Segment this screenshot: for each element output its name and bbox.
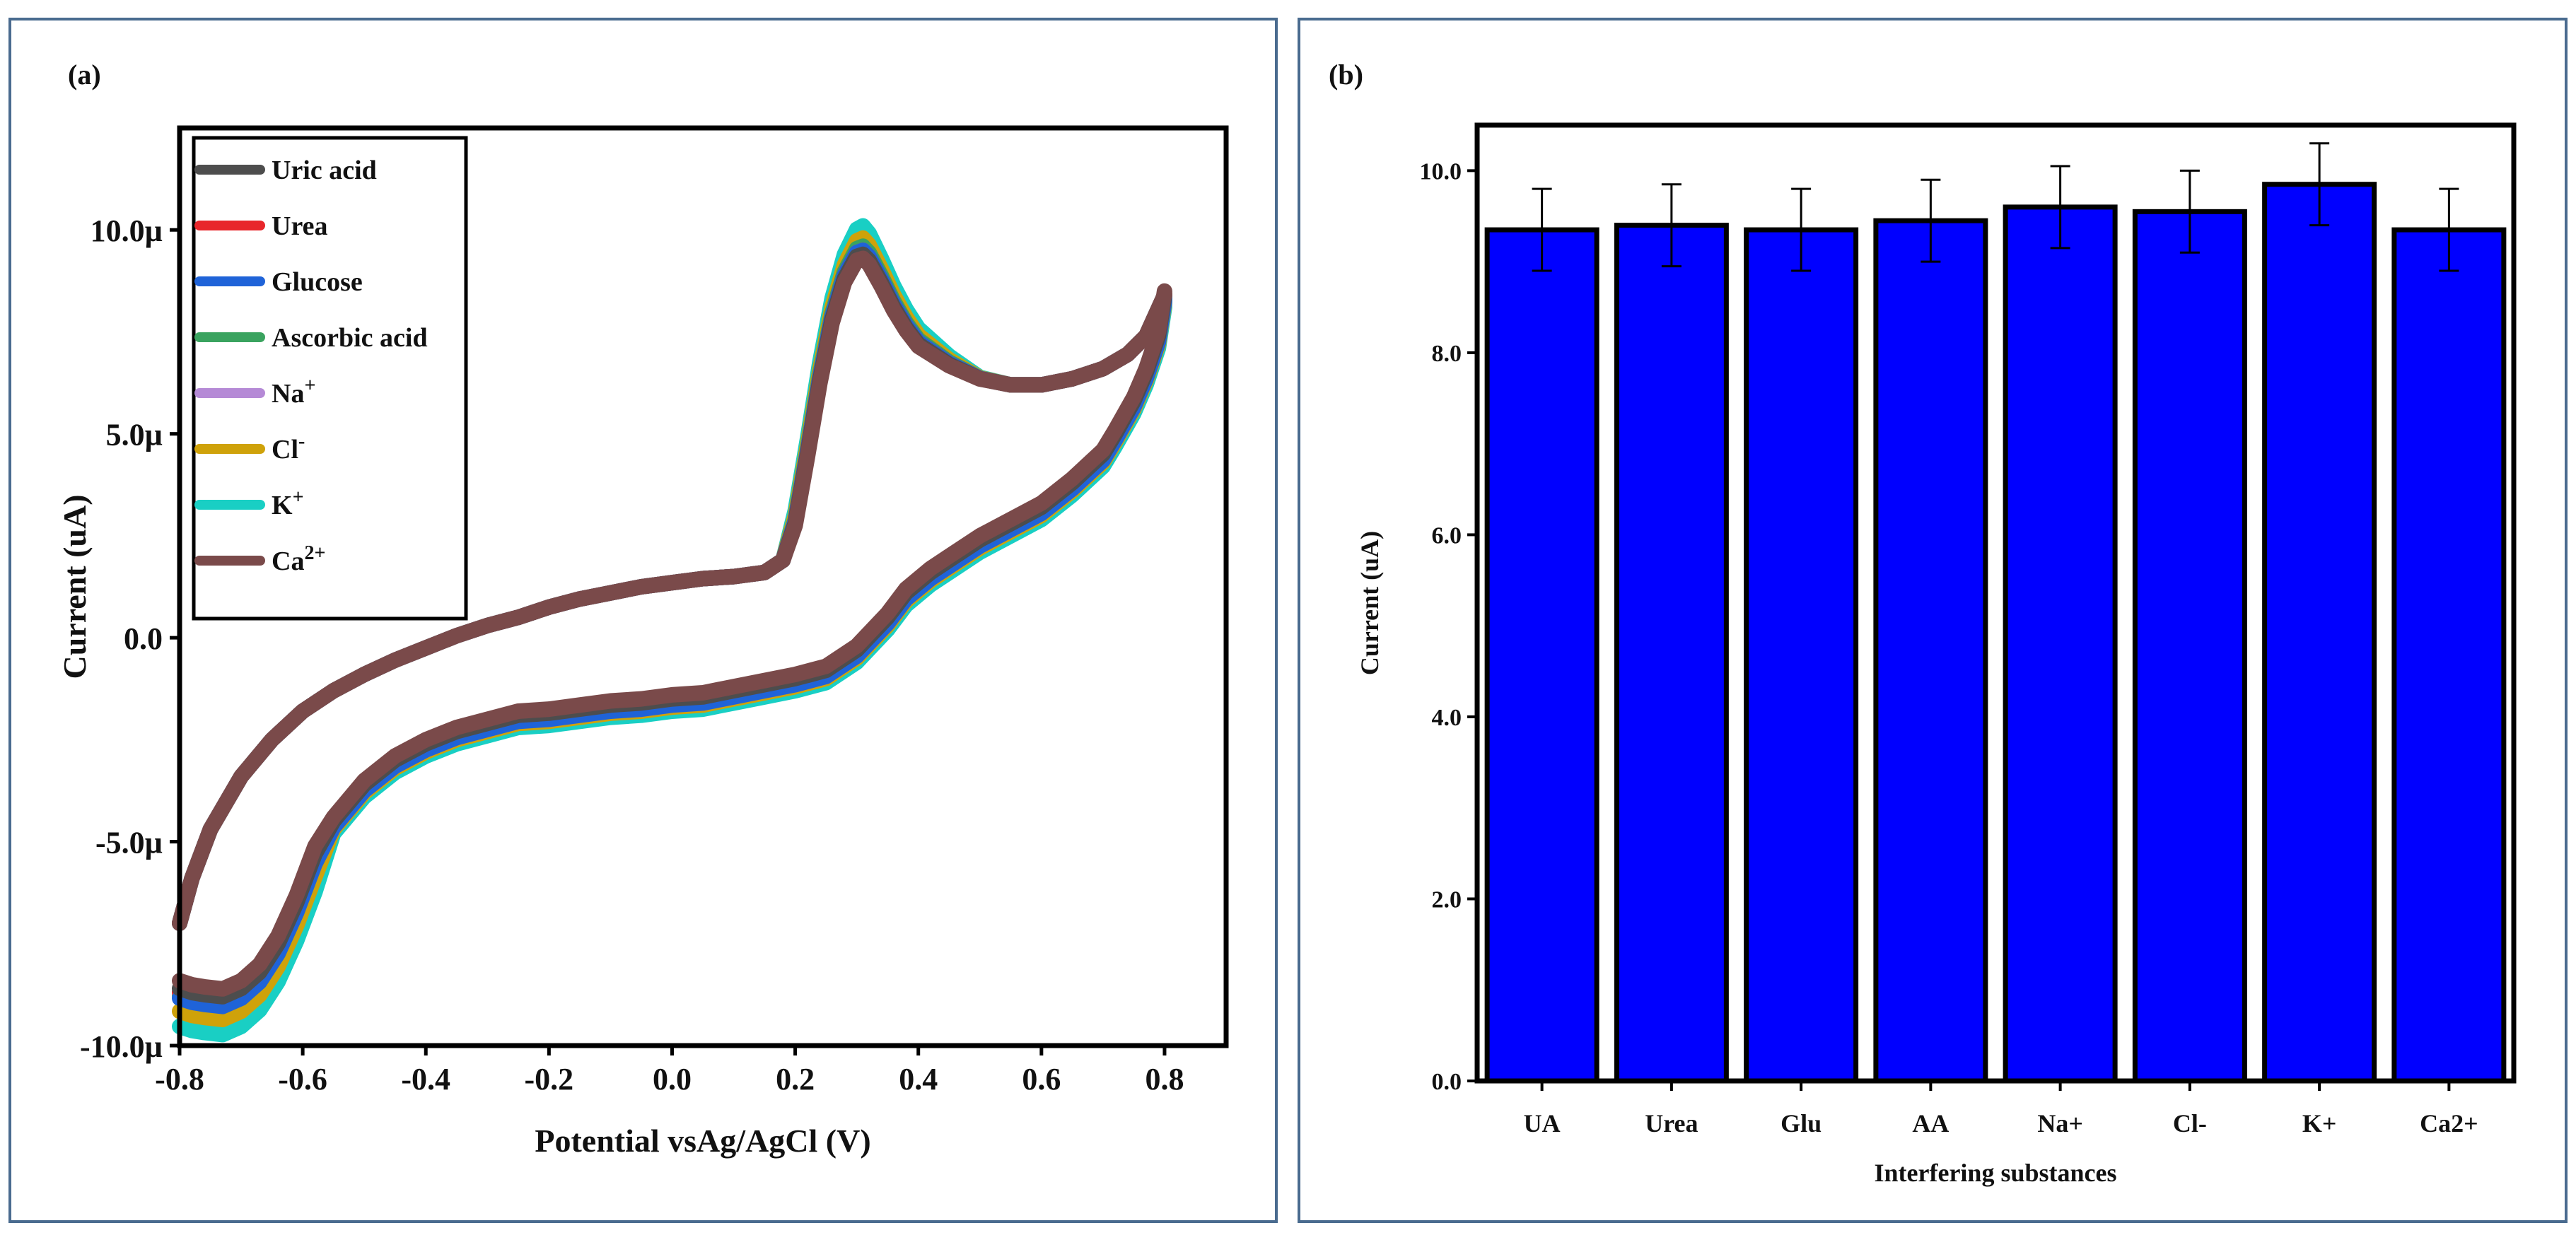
legend-entry: Ascorbic acid xyxy=(272,323,428,353)
legend-entry: Uric acid xyxy=(272,156,377,185)
x-tick-label: Na+ xyxy=(2037,1109,2083,1137)
panel-b: (b) UA Urea Glu AA Na+ Cl- K+ Ca2+ 0.0 2.0 4.0 6.0… xyxy=(1298,18,2568,1223)
x-tick-label: 0.4 xyxy=(899,1062,938,1096)
x-tick-label: -0.4 xyxy=(401,1062,450,1096)
y-tick-label: -10.0µ xyxy=(80,1029,163,1064)
y-axis-label-a: Current (uA) xyxy=(57,494,93,679)
x-tick-label: 0.2 xyxy=(776,1062,815,1096)
y-tick-label: 0.0 xyxy=(124,621,163,656)
cv-chart: (a) -0.8 -0.6 -0.4 -0.2 0.0 0.2 0.4 0.6 0.8 10.0… xyxy=(57,59,1229,1159)
x-tick-label: K+ xyxy=(2302,1109,2337,1137)
x-tick-label: 0.8 xyxy=(1145,1062,1184,1096)
y-tick-label: 6.0 xyxy=(1432,522,1462,549)
y-tick-label: -5.0µ xyxy=(95,826,163,860)
y-tick-label: 2.0 xyxy=(1432,887,1462,913)
bar xyxy=(2132,209,2247,1084)
y-tick-label: 0.0 xyxy=(1432,1069,1462,1095)
bar xyxy=(2003,204,2118,1084)
x-axis-label-a: Potential vsAg/AgCl (V) xyxy=(535,1123,870,1159)
x-axis-label-b: Interfering substances xyxy=(1875,1159,2117,1187)
x-tick-label: -0.2 xyxy=(525,1062,574,1096)
x-tick-label: -0.6 xyxy=(278,1062,327,1096)
x-tick-label: Ca2+ xyxy=(2420,1109,2478,1137)
x-tick-label: AA xyxy=(1912,1109,1949,1137)
legend-entry: Glucose xyxy=(272,267,363,297)
legend-entry: Urea xyxy=(272,211,328,241)
plot-frame-a xyxy=(177,125,1229,1048)
x-tick-label: 0.0 xyxy=(653,1062,692,1096)
y-tick-label: 10.0µ xyxy=(91,214,163,248)
y-tick-label: 8.0 xyxy=(1432,341,1462,367)
bar xyxy=(2391,227,2507,1084)
panel-label-b: (b) xyxy=(1329,59,1363,90)
legend-box xyxy=(192,136,468,621)
y-tick-label: 10.0 xyxy=(1420,158,1462,185)
panel-a: (a) -0.8 -0.6 -0.4 -0.2 0.0 0.2 0.4 0.6 0.8 10.0… xyxy=(8,18,1278,1223)
y-tick-label: 4.0 xyxy=(1432,705,1462,731)
bar xyxy=(1744,227,1859,1084)
bar-chart: (b) UA Urea Glu AA Na+ Cl- K+ Ca2+ 0.0 2.0 4.0 6.0… xyxy=(1329,59,2517,1187)
bar xyxy=(1484,227,1599,1084)
x-tick-label: -0.8 xyxy=(155,1062,204,1096)
x-tick-label: Cl- xyxy=(2173,1109,2207,1137)
x-tick-label: Urea xyxy=(1645,1109,1698,1137)
y-tick-label: 5.0µ xyxy=(106,418,163,452)
x-tick-label: 0.6 xyxy=(1022,1062,1061,1096)
x-tick-label: UA xyxy=(1524,1109,1561,1137)
plot-frame-b xyxy=(1474,122,2517,1084)
panel-label-a: (a) xyxy=(68,59,101,90)
bar xyxy=(1873,218,1988,1084)
cv-series-line xyxy=(172,250,1172,997)
y-axis-label-b: Current (uA) xyxy=(1356,531,1384,675)
x-tick-label: Glu xyxy=(1781,1109,1822,1137)
bar xyxy=(1614,223,1729,1084)
bar xyxy=(2262,182,2377,1084)
